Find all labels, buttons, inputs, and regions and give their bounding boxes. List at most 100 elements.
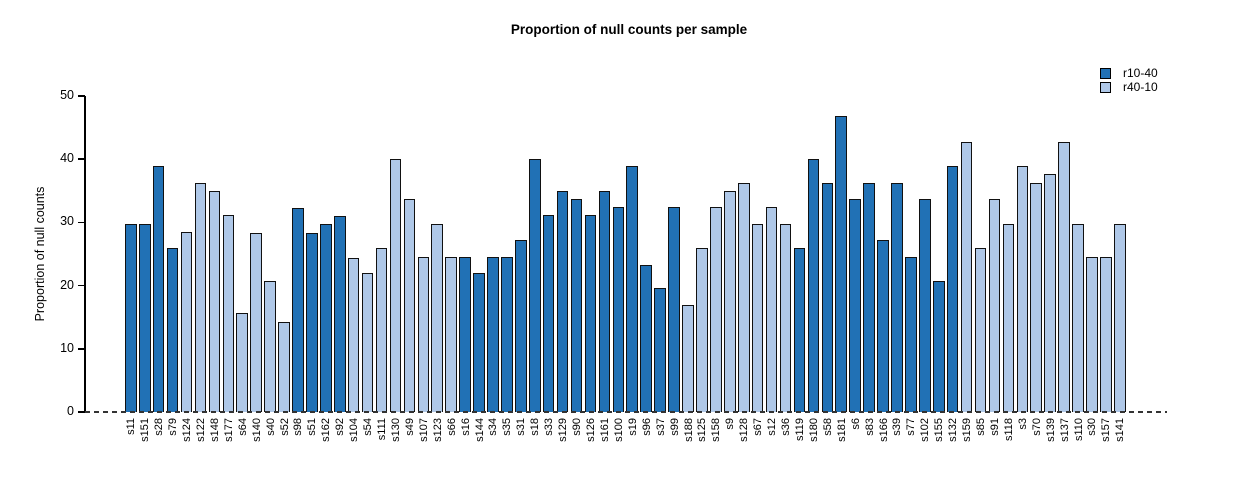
bar-s102: [919, 199, 931, 412]
bar-s157: [1100, 257, 1112, 412]
bar-s110: [1072, 223, 1084, 412]
y-tick-50: [78, 95, 85, 97]
bar-s40: [264, 280, 276, 412]
bar-s139: [1044, 174, 1056, 412]
y-tick-label-0: 0: [67, 404, 74, 418]
bar-s35: [501, 257, 513, 412]
bar-s92: [333, 216, 346, 412]
bar-s67: [751, 223, 764, 412]
bar-s64: [236, 313, 249, 412]
bar-s100: [612, 207, 625, 412]
bar-s130: [389, 158, 402, 412]
y-tick-label-20: 20: [60, 277, 74, 292]
bar-s111: [375, 247, 388, 412]
bar-s54: [361, 272, 374, 412]
y-axis-label: Proportion of null counts: [33, 186, 47, 322]
bar-s155: [932, 280, 945, 412]
bar-s31: [515, 240, 527, 412]
legend-swatch-r40-10: [1100, 81, 1111, 93]
bar-s28: [152, 166, 165, 412]
y-tick-30: [78, 221, 85, 224]
x-label-s6: s6: [849, 418, 862, 430]
bar-s36: [779, 223, 792, 412]
y-axis-line: [84, 96, 86, 413]
bar-s85: [974, 247, 987, 412]
bar-s66: [445, 257, 457, 412]
bar-s158: [710, 207, 722, 412]
bar-s132: [946, 166, 959, 412]
bar-s162: [320, 224, 332, 412]
bar-s124: [180, 231, 193, 412]
bar-s128: [737, 182, 750, 412]
bar-s118: [1002, 223, 1015, 412]
bar-s125: [696, 247, 708, 412]
legend-item-r10-40: r10-40: [1100, 66, 1158, 80]
x-label-s9: s9: [724, 418, 737, 430]
legend-item-r40-10: r40-10: [1100, 80, 1158, 94]
bar-s151: [138, 223, 151, 412]
bar-s83: [863, 182, 875, 412]
bar-s140: [250, 232, 262, 412]
bar-s79: [166, 248, 179, 412]
bar-s141: [1114, 223, 1126, 412]
bar-s181: [835, 116, 848, 412]
bar-s19: [626, 166, 639, 412]
bar-s30: [1086, 257, 1098, 412]
bar-s37: [654, 288, 666, 412]
bar-s90: [570, 199, 583, 412]
bar-s177: [222, 214, 235, 412]
bar-s39: [891, 182, 903, 412]
y-tick-20: [78, 284, 85, 287]
bar-s98: [292, 207, 304, 412]
bar-s180: [807, 158, 820, 412]
bar-s70: [1030, 182, 1043, 412]
bar-s12: [765, 207, 778, 412]
bar-s6: [849, 199, 861, 412]
bar-s51: [306, 233, 318, 412]
bar-s166: [877, 240, 889, 412]
y-tick-label-40: 40: [60, 151, 74, 166]
bar-s126: [584, 214, 597, 412]
bar-s137: [1058, 141, 1070, 412]
y-tick-0: [78, 411, 85, 413]
bar-s34: [487, 257, 499, 412]
bar-s18: [528, 158, 541, 412]
bar-s58: [821, 182, 834, 412]
bar-s188: [682, 305, 694, 412]
legend-swatch-r10-40: [1100, 67, 1111, 79]
y-tick-40: [78, 158, 85, 160]
bar-s159: [960, 141, 973, 412]
bar-s99: [668, 207, 680, 412]
bar-s129: [556, 190, 569, 412]
bar-s96: [640, 264, 652, 412]
bar-s11: [125, 223, 137, 412]
bar-s9: [723, 190, 736, 412]
bar-s52: [278, 321, 290, 412]
bar-s123: [431, 223, 444, 412]
bar-s161: [598, 190, 611, 412]
bar-s33: [542, 214, 555, 412]
chart-title: Proportion of null counts per sample: [510, 22, 748, 37]
bar-s144: [473, 272, 485, 412]
x-label-s3: s3: [1016, 418, 1029, 430]
bar-s148: [208, 191, 221, 412]
y-tick-10: [78, 348, 85, 350]
bar-s16: [459, 257, 471, 412]
legend-label: r10-40: [1123, 66, 1158, 80]
bar-s3: [1016, 165, 1029, 412]
bar-s91: [988, 199, 1001, 412]
bar-s49: [403, 199, 416, 412]
y-tick-label-50: 50: [60, 88, 74, 102]
bar-s107: [417, 257, 430, 412]
legend-label: r40-10: [1123, 80, 1158, 94]
bar-s122: [194, 182, 207, 412]
bar-s119: [793, 247, 806, 412]
zero-dashed-line: [85, 410, 1167, 413]
y-tick-label-10: 10: [60, 340, 74, 355]
legend: r10-40 r40-10: [1100, 66, 1158, 94]
x-label-s141: s141: [1114, 418, 1127, 442]
y-tick-label-30: 30: [60, 214, 74, 229]
bar-s104: [347, 257, 360, 412]
bar-s77: [905, 257, 917, 412]
